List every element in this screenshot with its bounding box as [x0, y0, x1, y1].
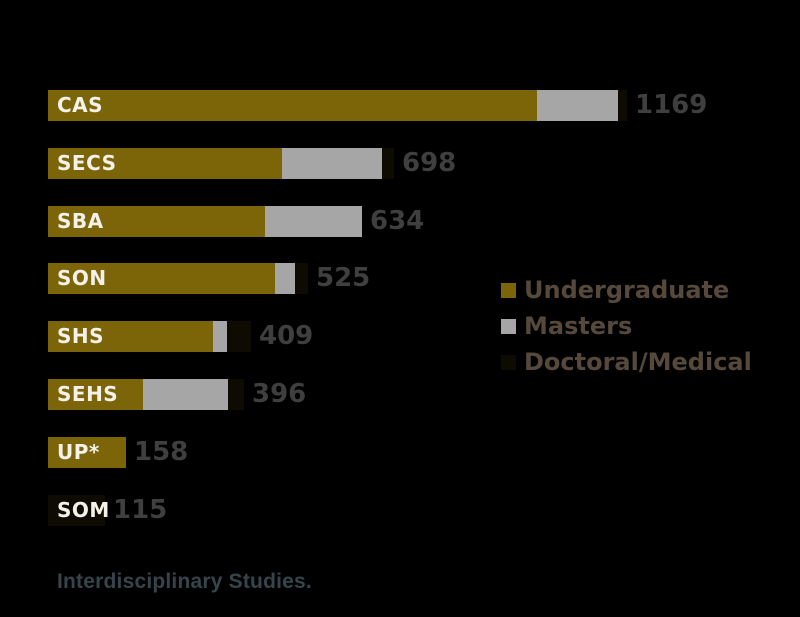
legend-swatch-icon [501, 318, 516, 334]
chart-row-sba: 634 SBA [48, 205, 425, 237]
bar-segment-undergraduate [48, 436, 126, 468]
bar-category-label: SECS [57, 150, 117, 175]
bar-segment-undergraduate [48, 379, 143, 410]
stacked-bar [48, 147, 394, 179]
bar-category-label: UP* [57, 439, 100, 464]
bar-segment-doctoral-medical [227, 321, 251, 353]
bar-category-label: CAS [57, 93, 104, 117]
bar-category-label: SON [57, 266, 107, 291]
chart-row-shs: 409 SHS [48, 321, 314, 353]
stacked-bar [48, 379, 244, 410]
stacked-bar [48, 205, 362, 237]
chart-row-secs: 698 SECS [48, 147, 457, 179]
bar-value-label: 525 [316, 263, 371, 294]
bar-value-label: 698 [402, 147, 457, 178]
chart-row-sehs: 396 SEHS [48, 379, 306, 410]
chart-row-som: 115 SOM [48, 494, 168, 526]
legend-item-doctoral-medical: Doctoral/Medical [501, 344, 752, 380]
bar-segment-masters [213, 321, 227, 353]
bar-segment-undergraduate [48, 90, 537, 121]
chart-row-up: 158 UP* [48, 436, 189, 468]
legend-label: Doctoral/Medical [524, 348, 752, 376]
chart-row-cas: 1169 CAS [48, 90, 707, 121]
bar-segment-masters [265, 205, 362, 237]
legend-swatch-icon [501, 282, 516, 298]
stacked-bar [48, 321, 251, 353]
chart-legend: Undergraduate Masters Doctoral/Medical [501, 272, 752, 380]
bar-value-label: 409 [259, 321, 314, 352]
chart-footnote: Interdisciplinary Studies. [57, 570, 312, 593]
legend-item-masters: Masters [501, 308, 752, 344]
chart-row-son: 525 SON [48, 263, 371, 295]
bar-segment-doctoral-medical [618, 90, 627, 121]
legend-swatch-icon [501, 354, 516, 370]
bar-segment-undergraduate [48, 147, 282, 179]
stacked-bar [48, 494, 105, 526]
bar-segment-undergraduate [48, 321, 213, 353]
bar-segment-masters [282, 147, 382, 179]
stacked-bar [48, 436, 126, 468]
bar-segment-doctoral-medical [382, 147, 394, 179]
bar-segment-masters [143, 379, 228, 410]
bar-segment-doctoral-medical [295, 263, 308, 295]
bar-segment-masters [275, 263, 295, 295]
bar-category-label: SOM [57, 497, 110, 522]
bar-segment-doctoral-medical [48, 494, 105, 526]
bar-segment-masters [537, 90, 618, 121]
bar-segment-undergraduate [48, 205, 265, 237]
bar-value-label: 396 [252, 379, 307, 409]
chart-rows: 1169 CAS 698 SECS 634 SBA 525 SON 409 SHS 396 SEHS 1… [48, 90, 707, 526]
legend-item-undergraduate: Undergraduate [501, 272, 752, 308]
bar-segment-undergraduate [48, 263, 275, 295]
bar-category-label: SHS [57, 324, 105, 349]
bar-value-label: 115 [113, 494, 168, 525]
bar-value-label: 158 [134, 436, 189, 467]
bar-category-label: SEHS [57, 382, 119, 406]
legend-label: Undergraduate [524, 276, 730, 304]
bar-value-label: 1169 [635, 90, 708, 120]
bar-segment-doctoral-medical [228, 379, 244, 410]
bar-category-label: SBA [57, 208, 104, 233]
legend-label: Masters [524, 312, 633, 340]
bar-value-label: 634 [370, 205, 425, 236]
stacked-bar [48, 90, 627, 121]
stacked-bar [48, 263, 308, 295]
